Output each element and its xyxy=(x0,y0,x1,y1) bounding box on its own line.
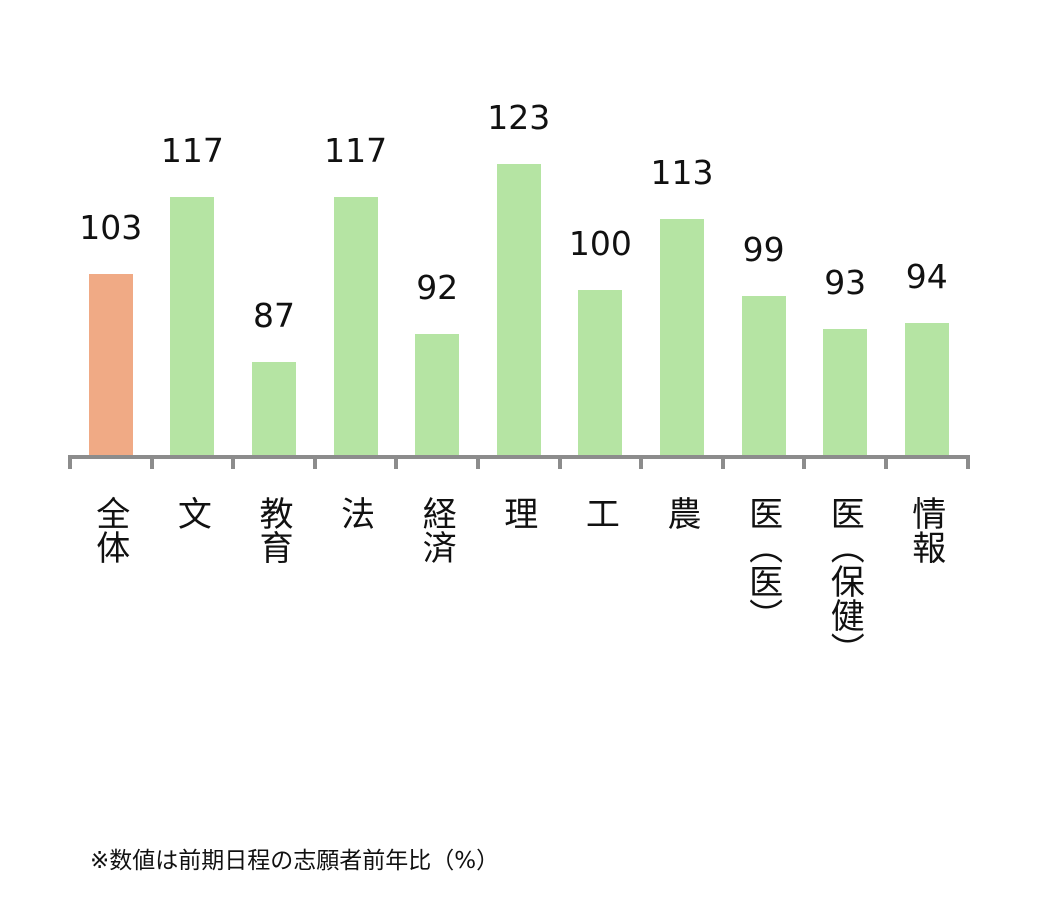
x-axis-tick xyxy=(394,455,399,469)
x-axis-tick xyxy=(476,455,480,469)
x-axis-tick xyxy=(557,455,562,469)
data-label: 100 xyxy=(568,224,632,263)
category-label: 理 xyxy=(497,496,538,530)
bar xyxy=(170,196,215,455)
category-label: 農 xyxy=(661,496,701,530)
category-label: 文 xyxy=(171,496,212,530)
category-label: 経済 xyxy=(416,496,457,564)
x-axis-line xyxy=(68,455,968,459)
data-label: 113 xyxy=(650,152,714,192)
x-axis-tick xyxy=(231,455,236,469)
bar xyxy=(496,163,541,455)
x-axis-tick xyxy=(884,455,888,469)
bar xyxy=(823,328,868,455)
x-axis-tick xyxy=(720,455,725,469)
bar xyxy=(741,295,786,455)
category-label: 医（医） xyxy=(742,496,783,632)
data-label: 94 xyxy=(905,257,948,296)
category-label: 工 xyxy=(579,496,620,530)
bar xyxy=(904,323,949,455)
x-axis-tick xyxy=(149,455,154,469)
data-label: 117 xyxy=(160,130,224,170)
footnote: ※数値は前期日程の志願者前年比（%） xyxy=(90,848,500,874)
bar xyxy=(660,218,704,455)
x-axis-tick xyxy=(802,455,807,469)
x-axis-tick xyxy=(965,455,970,469)
category-label: 法 xyxy=(334,496,375,530)
x-axis-tick xyxy=(312,455,317,469)
bar xyxy=(415,334,460,455)
data-label: 103 xyxy=(79,207,143,247)
category-label: 教育 xyxy=(253,496,293,564)
category-label: 全体 xyxy=(89,496,130,564)
data-label: 87 xyxy=(253,295,295,335)
bar xyxy=(252,361,296,455)
category-label: 情報 xyxy=(905,496,946,564)
x-axis-tick xyxy=(68,455,72,469)
bar xyxy=(578,290,623,455)
category-label: 医（保健） xyxy=(824,496,865,666)
data-label: 117 xyxy=(324,130,388,170)
data-label: 99 xyxy=(742,229,785,269)
x-axis-tick xyxy=(639,455,644,469)
data-label: 123 xyxy=(487,97,551,137)
bar xyxy=(88,273,133,455)
data-label: 92 xyxy=(416,268,459,307)
bar xyxy=(333,196,378,455)
data-label: 93 xyxy=(824,262,867,302)
